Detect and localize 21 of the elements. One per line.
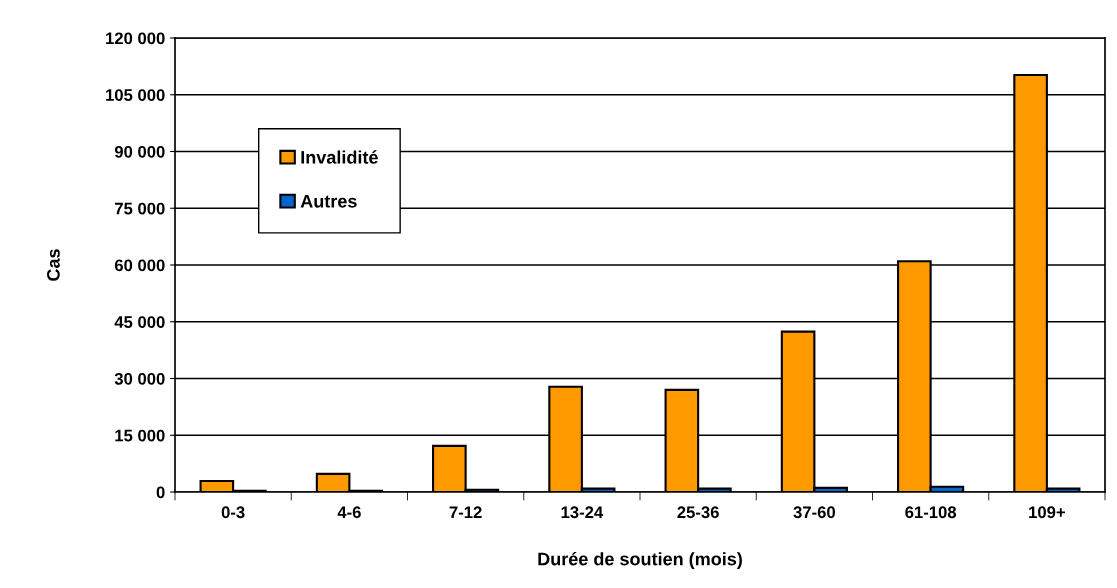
legend-label: Invalidité xyxy=(301,150,378,164)
x-tick-label: 13-24 xyxy=(561,506,604,519)
y-tick-label: 15 000 xyxy=(115,429,165,442)
y-tick-label: 30 000 xyxy=(114,372,165,385)
x-tick-label: 109+ xyxy=(1029,506,1065,519)
y-tick-label: 90 000 xyxy=(114,145,165,158)
y-tick-label: 105 000 xyxy=(106,89,165,101)
x-axis-title: Durée de soutien (mois) xyxy=(538,551,742,569)
x-tick-label: 0-3 xyxy=(221,506,245,519)
y-tick-label: 120 000 xyxy=(106,32,165,45)
y-tick-label: 0 xyxy=(156,486,165,499)
y-axis-title: Cas xyxy=(47,249,60,281)
x-tick-label: 25-36 xyxy=(677,506,719,519)
y-tick-label: 60 000 xyxy=(114,259,165,272)
y-tick-label: 45 000 xyxy=(114,316,165,328)
x-tick-label: 37-60 xyxy=(793,506,836,519)
y-tick-label: 75 000 xyxy=(115,202,165,215)
x-tick-label: 4-6 xyxy=(337,506,361,519)
x-tick-label: 7-12 xyxy=(449,506,482,518)
legend-label: Autres xyxy=(300,195,357,208)
x-tick-label: 61-108 xyxy=(905,506,957,519)
